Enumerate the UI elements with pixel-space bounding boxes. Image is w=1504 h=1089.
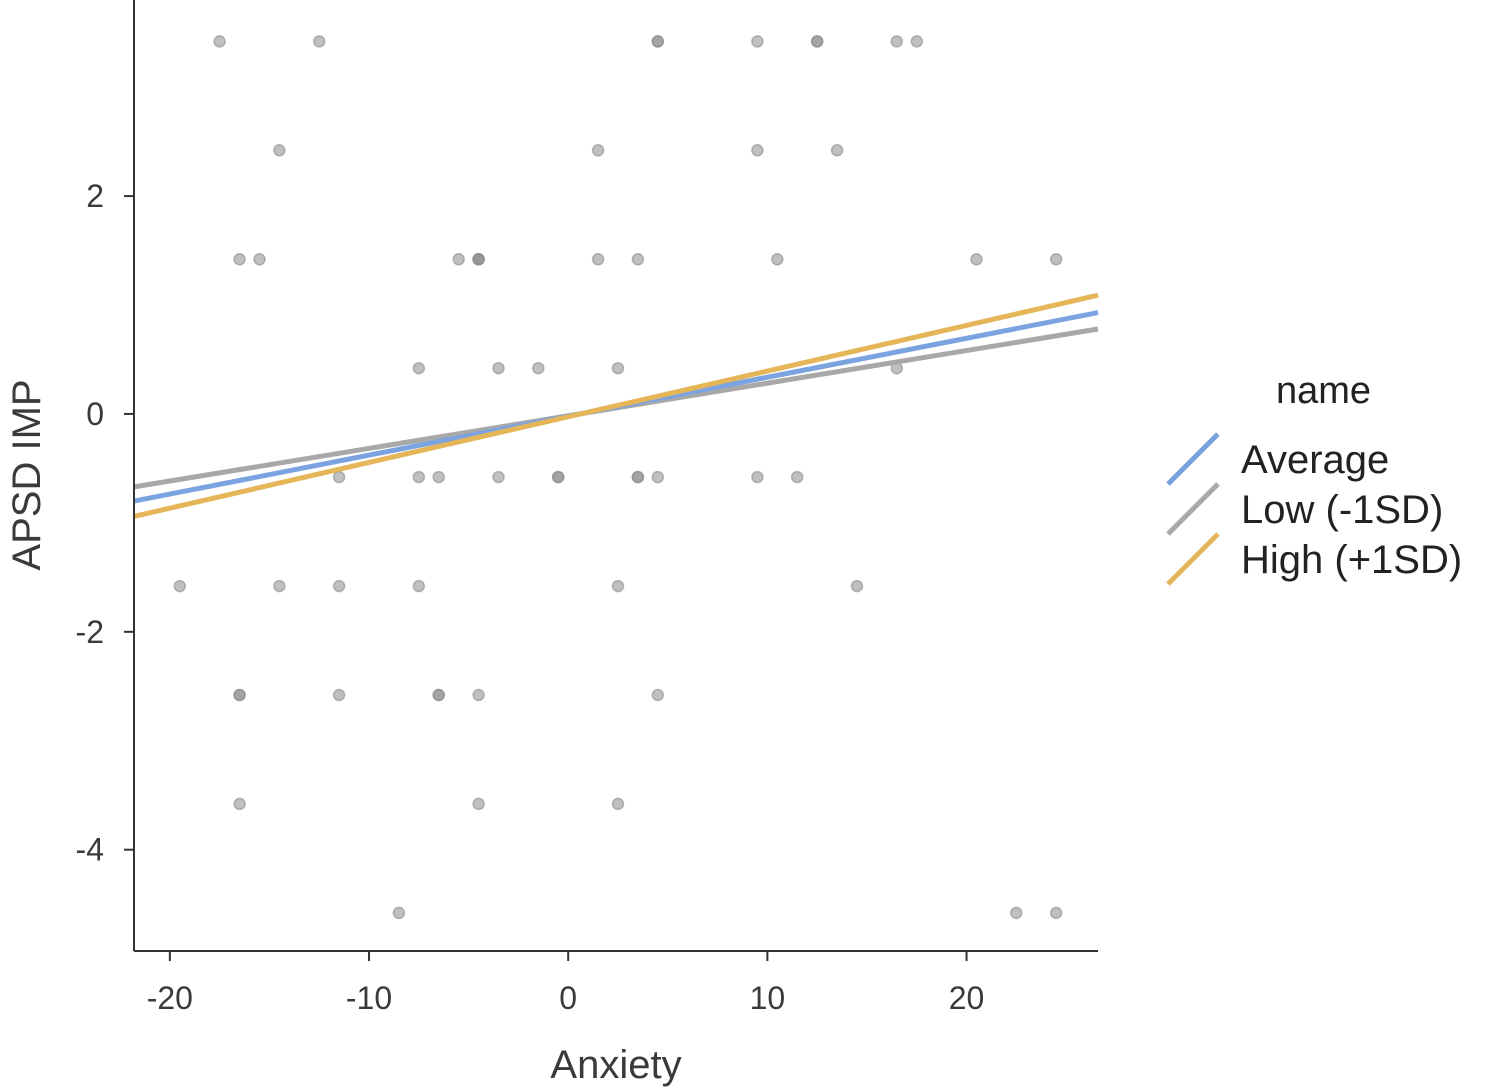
- scatter-point-56: [392, 906, 406, 920]
- scatter-point-18: [472, 253, 485, 266]
- scatter-point-31: [432, 470, 445, 484]
- series-line-high-1sd: [133, 292, 1099, 519]
- y-ticks: -4 -2 0 2: [76, 178, 134, 868]
- scatter-point-47: [233, 688, 246, 702]
- legend-key-low-1sd: [1166, 482, 1220, 536]
- x-tick-label: -20: [147, 980, 193, 1016]
- scatter-point-32: [492, 470, 505, 484]
- scatter-point-15: [452, 253, 465, 266]
- scatter-point-41: [273, 579, 286, 593]
- scatter-point-25: [492, 361, 505, 375]
- scatter-point-36: [631, 470, 645, 484]
- legend-entries: Average Low (-1SD) High (+1SD): [1166, 432, 1462, 586]
- scatter-point-8: [910, 35, 924, 48]
- regression-lines: [133, 292, 1099, 519]
- scatter-point-45: [850, 579, 864, 593]
- scatter-point-43: [412, 579, 426, 593]
- x-axis-title: Anxiety: [550, 1043, 681, 1087]
- scatter-point-24: [412, 361, 426, 375]
- scatter-point-37: [651, 470, 665, 484]
- y-tick-label: -2: [76, 614, 104, 650]
- scatter-point-19: [591, 253, 605, 266]
- axes: -20 -10 0 10 20 -4-202: [76, 0, 1098, 1016]
- scatter-point-27: [611, 361, 625, 375]
- scatter-point-11: [751, 144, 764, 157]
- scatter-point-51: [472, 688, 485, 702]
- legend-key-average: [1166, 432, 1220, 486]
- scatter-point-29: [332, 470, 346, 484]
- scatter-point-1: [312, 35, 326, 48]
- scatter-point-13: [233, 253, 246, 266]
- scatter-point-58: [1049, 906, 1063, 920]
- legend-label-high-1sd: High (+1SD): [1241, 538, 1462, 582]
- x-tick-label: 0: [559, 980, 577, 1016]
- scatter-point-22: [970, 253, 983, 266]
- scatter-point-26: [532, 361, 545, 375]
- scatter-point-21: [771, 253, 784, 266]
- legend-label-low-1sd: Low (-1SD): [1241, 488, 1443, 532]
- scatter-point-53: [233, 797, 246, 811]
- x-ticks: -20 -10 0 10 20: [147, 951, 985, 1016]
- scatter-point-52: [651, 688, 665, 702]
- scatter-point-23: [1049, 253, 1063, 266]
- scatter-point-6: [810, 35, 824, 48]
- scatter-point-38: [751, 470, 764, 484]
- y-tick-label: 2: [86, 178, 104, 214]
- x-tick-label: 10: [750, 980, 786, 1016]
- scatter-point-10: [591, 144, 605, 157]
- scatter-point-4: [751, 35, 764, 48]
- legend-label-average: Average: [1241, 438, 1389, 482]
- scatter-point-44: [611, 579, 625, 593]
- scatter-point-20: [631, 253, 645, 266]
- x-tick-label: -10: [346, 980, 392, 1016]
- scatter-point-7: [890, 35, 904, 48]
- y-tick-label: 0: [86, 396, 104, 432]
- scatter-point-55: [611, 797, 625, 811]
- scatter-points: [173, 35, 1063, 920]
- scatter-point-0: [213, 35, 226, 48]
- scatter-point-40: [173, 579, 187, 593]
- plot-area: [133, 35, 1099, 920]
- scatter-point-12: [830, 144, 844, 157]
- scatter-point-14: [253, 253, 266, 266]
- scatter-point-42: [332, 579, 346, 593]
- y-tick-label: -4: [76, 832, 104, 868]
- scatter-point-48: [332, 688, 346, 702]
- y-axis-title: APSD IMP: [5, 379, 49, 570]
- scatter-point-50: [432, 688, 445, 702]
- scatter-point-3: [651, 35, 665, 48]
- scatter-point-54: [472, 797, 485, 811]
- x-tick-label: 20: [949, 980, 985, 1016]
- scatter-point-57: [1010, 906, 1023, 920]
- legend: name Average Low (-1SD) High (+1SD): [1166, 370, 1462, 586]
- legend-title: name: [1276, 370, 1371, 412]
- scatter-point-30: [412, 470, 426, 484]
- legend-key-high-1sd: [1166, 532, 1220, 586]
- scatter-point-9: [273, 144, 286, 157]
- scatter-point-34: [551, 470, 565, 484]
- scatter-point-39: [790, 470, 804, 484]
